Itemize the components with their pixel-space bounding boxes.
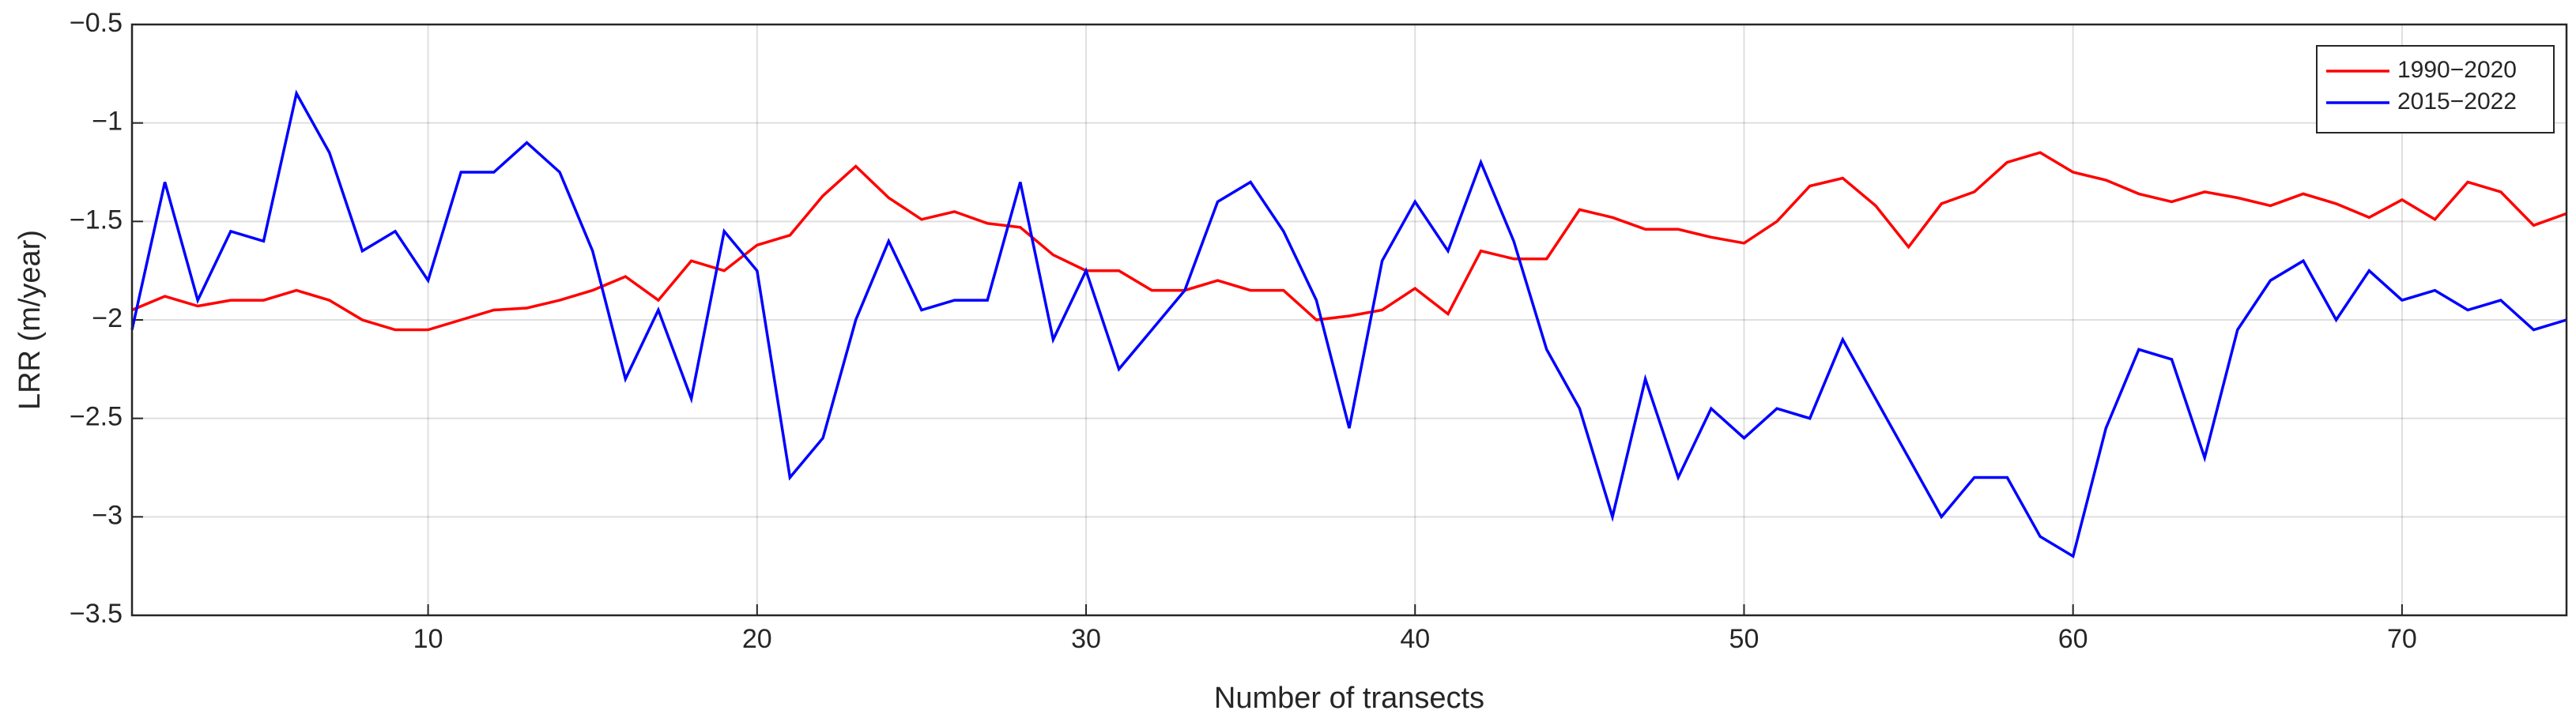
data-line	[131, 151, 2567, 332]
data-line	[130, 89, 2567, 558]
axes-box	[130, 23, 2568, 617]
x-axis-label: Number of transects	[1214, 682, 1484, 715]
legend-box	[2316, 45, 2555, 133]
y-axis-label: LRR (m/year)	[13, 230, 47, 410]
y-tick-label: −1.5	[70, 205, 123, 235]
x-tick-label: 50	[1729, 624, 1759, 654]
x-tick-label: 40	[1400, 624, 1430, 654]
y-tick-label: −3	[92, 500, 123, 530]
x-tick-label: 70	[2387, 624, 2417, 654]
x-tick-label: 60	[2058, 624, 2088, 654]
y-tick-label: −3.5	[70, 599, 123, 629]
legend-label: 1990−2020	[2397, 57, 2517, 83]
legend-label: 2015−2022	[2397, 88, 2517, 115]
x-tick-label: 10	[413, 624, 443, 654]
y-tick-label: −0.5	[70, 8, 123, 38]
y-tick-label: −2.5	[70, 402, 123, 432]
x-tick-label: 20	[742, 624, 772, 654]
x-tick-label: 30	[1071, 624, 1101, 654]
y-tick-label: −1	[92, 107, 123, 137]
plot-area	[132, 24, 2567, 615]
y-tick-label: −2	[92, 303, 123, 333]
